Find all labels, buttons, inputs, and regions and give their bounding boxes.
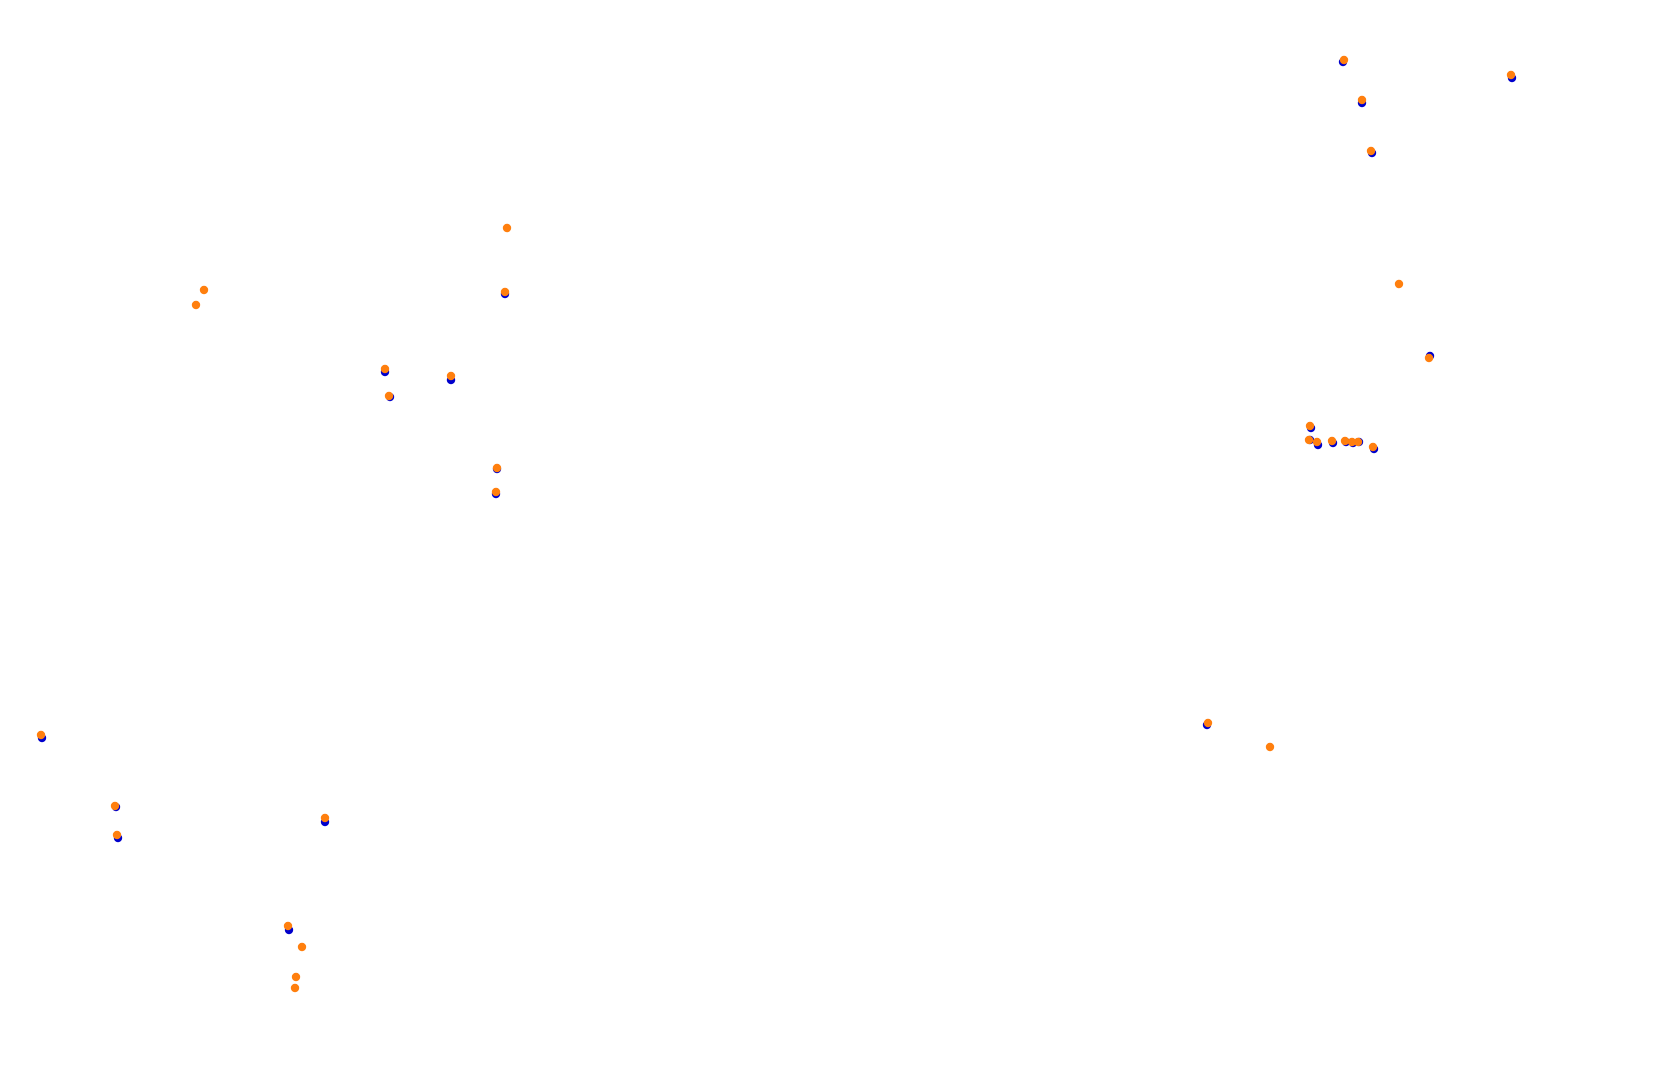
series-2-point-28	[112, 830, 122, 840]
series-2-point-4	[1366, 146, 1376, 156]
series-2-point-13	[1353, 437, 1363, 447]
series-2-point-20	[384, 391, 394, 401]
series-2-point-9	[1312, 437, 1322, 447]
series-2-point-25	[1265, 742, 1275, 752]
series-2-point-23	[491, 487, 501, 497]
series-2-point-22	[492, 463, 502, 473]
series-2-point-7	[1305, 421, 1315, 431]
series-2-point-6	[1424, 353, 1434, 363]
series-2-point-5	[1394, 279, 1404, 289]
series-2-point-15	[502, 223, 512, 233]
series-2-point-29	[320, 813, 330, 823]
series-2	[36, 55, 1516, 993]
series-2-point-18	[191, 300, 201, 310]
series-2-point-31	[297, 942, 307, 952]
series-2-point-8	[1304, 435, 1314, 445]
scatter-marks	[36, 55, 1517, 993]
series-1	[37, 57, 1517, 935]
series-2-point-14	[1368, 442, 1378, 452]
series-2-point-21	[446, 371, 456, 381]
series-2-point-10	[1327, 436, 1337, 446]
series-2-point-26	[36, 730, 46, 740]
series-2-point-24	[1203, 718, 1213, 728]
series-2-point-33	[290, 983, 300, 993]
series-2-point-27	[110, 801, 120, 811]
series-2-point-19	[380, 364, 390, 374]
series-2-point-30	[283, 921, 293, 931]
series-2-point-2	[1506, 70, 1516, 80]
series-2-point-17	[199, 285, 209, 295]
series-2-point-32	[291, 972, 301, 982]
series-2-point-12	[1347, 437, 1357, 447]
series-2-point-16	[500, 287, 510, 297]
series-2-point-1	[1339, 55, 1349, 65]
series-2-point-3	[1357, 95, 1367, 105]
series-2-point-11	[1340, 436, 1350, 446]
